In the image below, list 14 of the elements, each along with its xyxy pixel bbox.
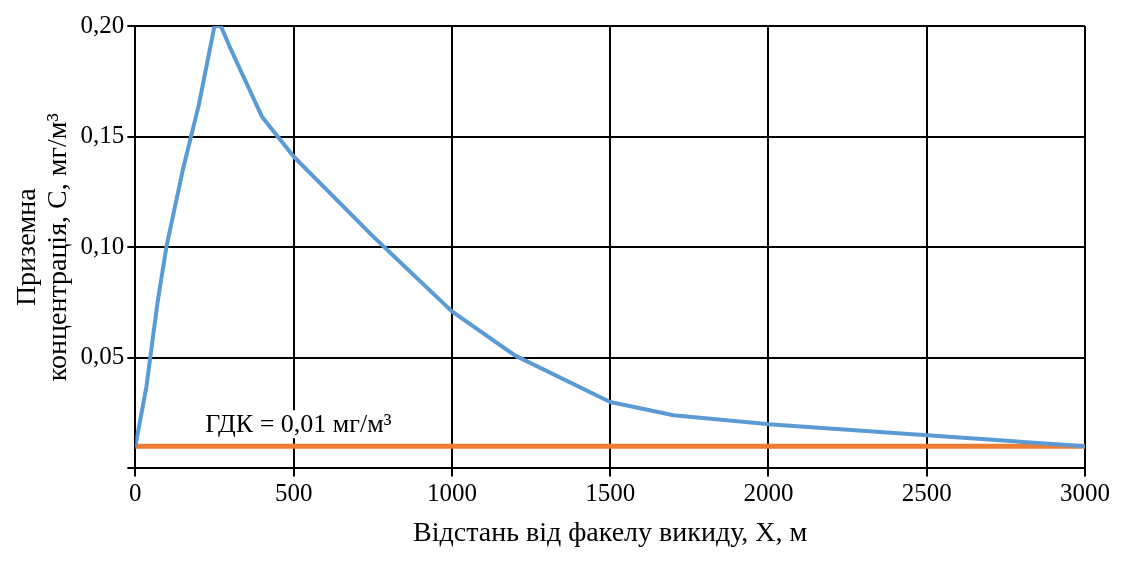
x-axis-title: Відстань від факелу викиду, X, м bbox=[413, 515, 808, 547]
x-tick-label: 2000 bbox=[743, 478, 794, 506]
x-tick-label: 500 bbox=[274, 478, 313, 506]
y-tick-label: 0,10 bbox=[80, 231, 125, 259]
y-tick-label: 0,15 bbox=[80, 121, 125, 149]
x-tick-label: 0 bbox=[129, 478, 142, 506]
y-axis-title: Приземна концентрація, C, мг/м³ bbox=[9, 113, 72, 382]
x-tick-label: 2500 bbox=[901, 478, 952, 506]
x-tick-label: 3000 bbox=[1060, 478, 1110, 506]
ref-line-label: ГДК = 0,01 мг/м³ bbox=[205, 409, 392, 439]
x-tick-label: 1000 bbox=[426, 478, 477, 506]
y-tick-label: 0,05 bbox=[80, 342, 125, 370]
y-tick-label: 0,20 bbox=[80, 10, 125, 38]
x-tick-label: 1500 bbox=[585, 478, 636, 506]
